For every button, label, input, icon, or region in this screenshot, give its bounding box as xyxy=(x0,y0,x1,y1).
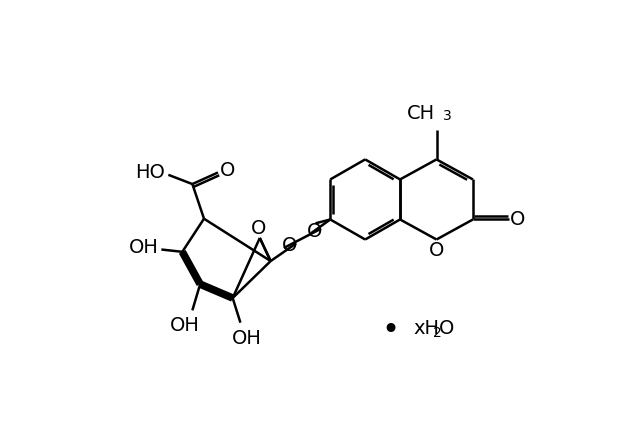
Text: O: O xyxy=(220,161,236,180)
Text: xH: xH xyxy=(413,319,439,338)
Text: OH: OH xyxy=(170,316,200,335)
Text: •: • xyxy=(381,316,399,345)
Text: 3: 3 xyxy=(443,109,452,123)
Text: O: O xyxy=(307,222,323,241)
Text: O: O xyxy=(510,210,525,229)
Text: OH: OH xyxy=(129,238,159,257)
Text: CH: CH xyxy=(407,104,435,123)
Text: O: O xyxy=(439,319,454,338)
Text: O: O xyxy=(251,219,266,238)
Text: 2: 2 xyxy=(433,326,442,340)
Text: O: O xyxy=(282,236,298,255)
Text: OH: OH xyxy=(232,329,262,348)
Text: O: O xyxy=(429,241,444,260)
Text: HO: HO xyxy=(135,163,164,182)
